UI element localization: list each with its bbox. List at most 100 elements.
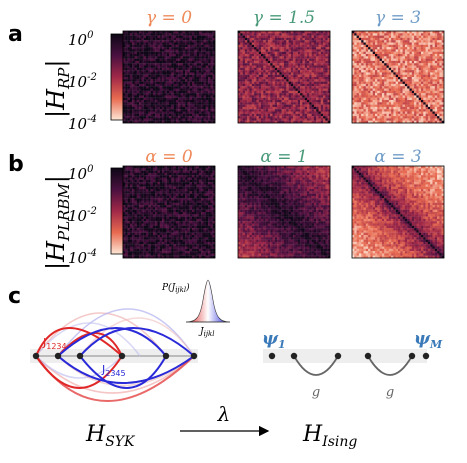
- heatmap-cell: [327, 70, 331, 73]
- heatmap-cell: [201, 100, 204, 103]
- heatmap-cell: [361, 81, 364, 85]
- heatmap-cell: [157, 54, 160, 57]
- heatmap-cell: [325, 58, 328, 62]
- heatmap-cell: [309, 31, 312, 34]
- heatmap-cell: [180, 79, 183, 82]
- heatmap-cell: [384, 113, 387, 117]
- heatmap-cell: [132, 118, 135, 121]
- heatmap-cell: [358, 67, 362, 71]
- heatmap-cell: [423, 113, 426, 117]
- heatmap-cell: [198, 166, 202, 169]
- heatmap-cell: [150, 31, 154, 34]
- heatmap-cell: [290, 40, 294, 43]
- heatmap-cell: [361, 31, 364, 34]
- heatmap-cell: [187, 95, 190, 98]
- heatmap-cell: [134, 47, 137, 50]
- heatmap-cell: [407, 35, 410, 39]
- heatmap-cell: [323, 97, 326, 101]
- heatmap-cell: [375, 100, 378, 103]
- heatmap-cell: [281, 42, 285, 45]
- heatmap-cell: [205, 33, 209, 36]
- heatmap-cell: [421, 77, 424, 80]
- heatmap-cell: [361, 49, 364, 52]
- heatmap-cell: [409, 118, 412, 121]
- heatmap-cell: [363, 109, 366, 112]
- heatmap-cell: [304, 97, 308, 101]
- heatmap-cell: [391, 42, 394, 45]
- heatmap-cell: [325, 95, 328, 98]
- heatmap-cell: [402, 90, 406, 94]
- heatmap-cell: [327, 72, 331, 75]
- heatmap-cell: [244, 58, 248, 62]
- heatmap-cell: [368, 65, 371, 68]
- heatmap-cell: [187, 77, 190, 80]
- heatmap-cell: [411, 116, 415, 119]
- heatmap-cell: [277, 74, 280, 78]
- heatmap-cell: [185, 44, 188, 48]
- heatmap-cell: [368, 90, 371, 94]
- heatmap-cell: [393, 118, 396, 121]
- heatmap-cell: [141, 54, 144, 57]
- heatmap-cell: [391, 60, 394, 64]
- heatmap-cell: [279, 65, 282, 68]
- heatmap-cell: [205, 72, 209, 75]
- heatmap-cell: [125, 47, 128, 50]
- heatmap-cell: [203, 49, 206, 52]
- heatmap-cell: [365, 109, 369, 112]
- heatmap-cell: [162, 31, 165, 34]
- heatmap-cell: [309, 120, 312, 124]
- heatmap-cell: [187, 79, 190, 82]
- heatmap-cell: [238, 58, 241, 62]
- heatmap-cell: [304, 88, 308, 91]
- heatmap-cell: [365, 40, 369, 43]
- heatmap-cell: [414, 93, 417, 96]
- heatmap-cell: [141, 120, 144, 124]
- heatmap-cell: [256, 113, 259, 117]
- heatmap-cell: [192, 67, 195, 71]
- heatmap-cell: [411, 67, 415, 71]
- heatmap-cell: [284, 40, 287, 43]
- heatmap-cell: [290, 51, 294, 55]
- heatmap-cell: [430, 102, 433, 105]
- heatmap-cell: [407, 65, 410, 68]
- heatmap-cell: [425, 35, 429, 39]
- heatmap-cell: [404, 54, 408, 57]
- heatmap-cell: [274, 113, 278, 117]
- heatmap-cell: [395, 88, 399, 91]
- heatmap-cell: [421, 111, 424, 114]
- heatmap-cell: [263, 81, 266, 85]
- heatmap-cell: [411, 100, 415, 103]
- heatmap-cell: [320, 42, 324, 45]
- heatmap-cell: [352, 58, 355, 62]
- heatmap-cell: [300, 102, 303, 105]
- heatmap-cell: [304, 54, 308, 57]
- heatmap-cell: [185, 49, 188, 52]
- heatmap-cell: [286, 93, 289, 96]
- heatmap-cell: [182, 104, 186, 108]
- heatmap-cell: [244, 72, 248, 75]
- heatmap-cell: [139, 51, 142, 55]
- heatmap-cell: [361, 93, 364, 96]
- heatmap-cell: [171, 93, 174, 96]
- heatmap-cell: [164, 58, 167, 62]
- heatmap-cell: [185, 172, 188, 176]
- heatmap-cell: [212, 31, 216, 34]
- heatmap-cell: [208, 74, 211, 78]
- heatmap-cell: [173, 116, 177, 119]
- heatmap-cell: [411, 72, 415, 75]
- heatmap-cell: [261, 51, 264, 55]
- heatmap-cell: [240, 31, 243, 34]
- heatmap-cell: [379, 77, 383, 80]
- heatmap-cell: [372, 100, 376, 103]
- heatmap-cell: [398, 86, 401, 89]
- heatmap-cell: [325, 97, 328, 101]
- heatmap-cell: [274, 95, 278, 98]
- heatmap-cell: [194, 102, 197, 105]
- heatmap-cell: [143, 104, 147, 108]
- heatmap-cell: [421, 109, 424, 112]
- heatmap-cell: [439, 37, 442, 41]
- heatmap-cell: [302, 109, 305, 112]
- heatmap-cell: [279, 49, 282, 52]
- heatmap-cell: [290, 49, 294, 52]
- heatmap-cell: [277, 109, 280, 112]
